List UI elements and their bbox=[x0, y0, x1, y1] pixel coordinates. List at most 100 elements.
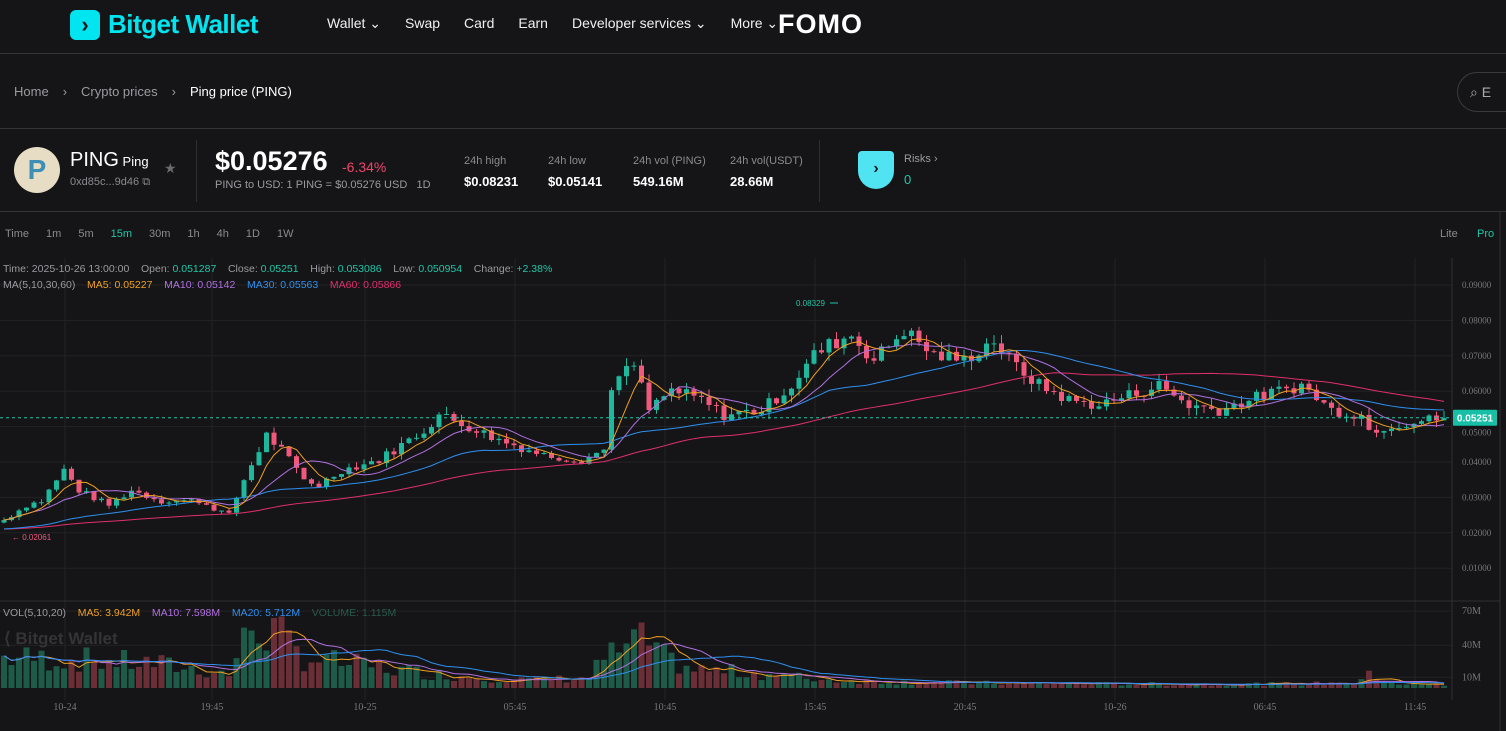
tab-1d[interactable]: 1D bbox=[245, 228, 260, 240]
volume-bar bbox=[631, 629, 637, 688]
nav-swap[interactable]: Swap bbox=[405, 15, 441, 31]
volume-bar bbox=[1028, 682, 1035, 688]
y-tick-label: 0.04000 bbox=[1462, 457, 1492, 467]
mode-lite[interactable]: Lite bbox=[1440, 228, 1458, 240]
nav-card[interactable]: Card bbox=[464, 15, 495, 31]
volume-bar bbox=[368, 667, 375, 688]
volume-bar bbox=[586, 679, 592, 688]
candle-body bbox=[391, 451, 397, 455]
candle-body bbox=[1284, 386, 1289, 389]
top-nav: › Bitget Wallet Wallet ⌄ Swap Card Earn … bbox=[0, 0, 1506, 54]
brand-logo[interactable]: › Bitget Wallet bbox=[70, 9, 258, 40]
candle-body bbox=[99, 498, 104, 501]
candle-body bbox=[931, 351, 937, 353]
candle-body bbox=[451, 414, 457, 421]
candle-body bbox=[624, 366, 629, 377]
breadcrumb-home[interactable]: Home bbox=[14, 84, 49, 99]
volume-bar bbox=[188, 665, 195, 688]
y-tick-label: 0.08000 bbox=[1462, 315, 1492, 325]
candle-body bbox=[954, 351, 959, 361]
volume-bar bbox=[691, 671, 697, 688]
star-icon[interactable]: ★ bbox=[164, 160, 177, 176]
candle-body bbox=[901, 336, 907, 340]
volume-bar bbox=[1216, 683, 1222, 688]
search-input[interactable]: ⌕ E bbox=[1457, 72, 1506, 112]
tab-5m[interactable]: 5m bbox=[78, 228, 94, 240]
volume-bar bbox=[961, 683, 967, 688]
tab-1m[interactable]: 1m bbox=[46, 228, 62, 240]
copy-icon[interactable]: ⧉ bbox=[142, 176, 151, 188]
volume-bar bbox=[308, 662, 315, 688]
min-price-label: ← 0.02061 bbox=[12, 533, 52, 542]
nav-developer-services[interactable]: Developer services ⌄ bbox=[571, 15, 707, 31]
volume-bar bbox=[983, 680, 990, 688]
candle-body bbox=[991, 343, 997, 345]
candle-body bbox=[219, 510, 224, 512]
risks-link[interactable]: Risks › bbox=[904, 153, 938, 165]
candle-body bbox=[729, 414, 734, 420]
volume-bar bbox=[23, 647, 30, 688]
candle-body bbox=[781, 395, 787, 404]
candle-body bbox=[646, 382, 652, 410]
volume-bar bbox=[856, 683, 862, 688]
volume-bar bbox=[1381, 682, 1387, 688]
candle-body bbox=[661, 396, 667, 400]
tab-1h[interactable]: 1h bbox=[187, 228, 200, 240]
candle-body bbox=[1246, 400, 1252, 408]
volume-bar bbox=[361, 657, 367, 688]
candle-body bbox=[961, 355, 967, 361]
volume-bar bbox=[1088, 685, 1095, 688]
volume-bar bbox=[773, 676, 780, 688]
candle-body bbox=[819, 350, 824, 353]
tab-30m[interactable]: 30m bbox=[149, 228, 171, 240]
candle-body bbox=[1066, 396, 1072, 402]
tab-4h[interactable]: 4h bbox=[216, 228, 229, 240]
price-change: -6.34% bbox=[342, 159, 387, 175]
candle-body bbox=[871, 358, 877, 361]
candle-body bbox=[1254, 391, 1259, 401]
volume-bar bbox=[751, 672, 757, 688]
stat-24h-low: 24h low $0.05141 bbox=[548, 155, 603, 189]
nav-earn[interactable]: Earn bbox=[518, 15, 548, 31]
breadcrumb-crypto-prices[interactable]: Crypto prices bbox=[81, 84, 158, 99]
tab-15m[interactable]: 15m bbox=[110, 228, 133, 240]
volume-bar bbox=[1006, 682, 1012, 688]
volume-bar bbox=[263, 650, 270, 688]
nav-more[interactable]: More ⌄ bbox=[730, 15, 779, 31]
volume-bar bbox=[301, 671, 307, 688]
ma30-line bbox=[3, 349, 1445, 530]
candle-body bbox=[1351, 416, 1357, 419]
nav-wallet[interactable]: Wallet ⌄ bbox=[327, 15, 381, 31]
fomo-link[interactable]: FOMO bbox=[778, 9, 863, 39]
candle-body bbox=[1321, 400, 1327, 403]
volume-bar bbox=[1223, 685, 1230, 688]
tab-1w[interactable]: 1W bbox=[276, 228, 294, 240]
volume-bar bbox=[1373, 679, 1380, 688]
tab-time[interactable]: Time bbox=[5, 228, 30, 240]
volume-bar bbox=[1133, 684, 1140, 688]
volume-bar bbox=[1351, 684, 1357, 688]
candle-body bbox=[1194, 405, 1199, 409]
volume-bar bbox=[946, 680, 952, 688]
volume-bar bbox=[398, 666, 405, 688]
mode-pro[interactable]: Pro bbox=[1477, 228, 1495, 240]
volume-bar bbox=[353, 653, 360, 688]
candle-body bbox=[1126, 390, 1132, 399]
volume-bar bbox=[1208, 685, 1215, 688]
candle-body bbox=[24, 507, 29, 511]
volume-bar bbox=[638, 622, 645, 688]
volume-bar bbox=[383, 672, 390, 688]
volume-bar bbox=[1141, 684, 1147, 688]
candle-body bbox=[579, 461, 584, 464]
candle-body bbox=[1306, 383, 1312, 390]
candle-body bbox=[564, 460, 569, 462]
candle-body bbox=[759, 412, 764, 415]
ma60-line bbox=[3, 372, 1445, 530]
volume-bar bbox=[218, 670, 225, 688]
search-icon: ⌕ bbox=[1470, 84, 1482, 100]
volume-bar bbox=[938, 681, 945, 688]
volume-bar bbox=[503, 682, 510, 688]
candle-body bbox=[556, 457, 562, 461]
volume-bar bbox=[1073, 683, 1080, 688]
